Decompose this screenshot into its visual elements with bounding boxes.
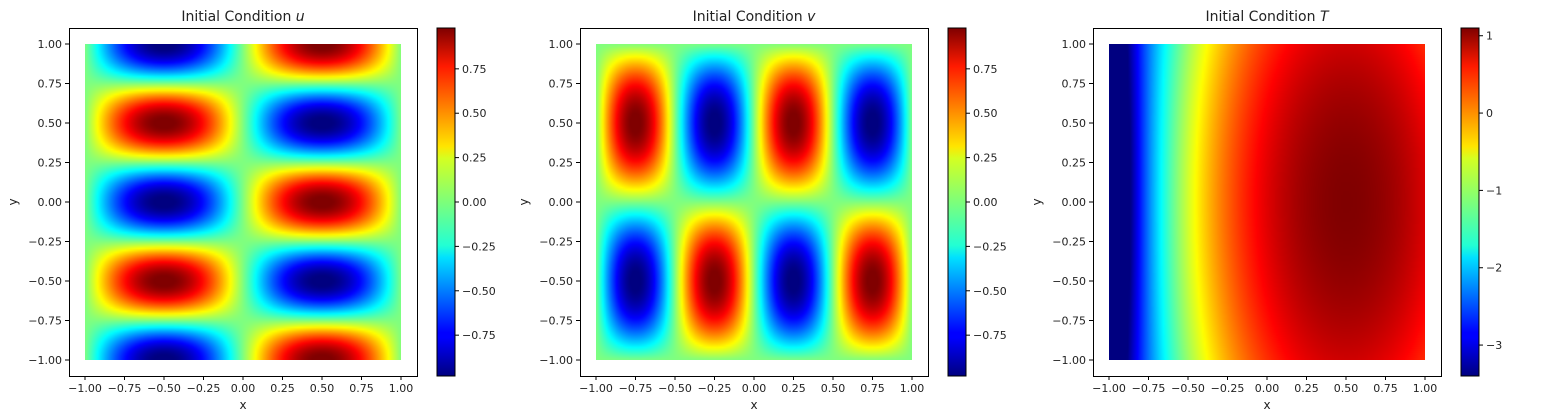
title-text: Initial Condition xyxy=(1205,9,1319,25)
chart-title: Initial Condition u xyxy=(181,9,304,25)
x-axis-label: x xyxy=(239,398,246,412)
y-tick-label: 0.00 xyxy=(1062,196,1087,209)
panel-T: −1.00 −0.75 −0.50 −0.25 0.00 0.25 0.50 0.75 1.00… xyxy=(1030,9,1502,412)
x-tick-label: 0.25 xyxy=(1294,382,1319,395)
title-variable: T xyxy=(1320,9,1330,25)
y-axis-label: y xyxy=(6,198,20,205)
heatmap-image xyxy=(85,44,401,360)
heatmap-image xyxy=(1109,44,1425,360)
heatmap-image xyxy=(596,44,912,360)
x-tick-label: 0.50 xyxy=(310,382,335,395)
x-tick-label: 1.00 xyxy=(389,382,414,395)
x-tick-label: 0.25 xyxy=(270,382,295,395)
colorbar-tick-label: −2 xyxy=(1486,262,1502,275)
y-tick-label: −0.50 xyxy=(1052,275,1086,288)
y-tick-label: −0.75 xyxy=(539,315,573,328)
y-tick-label: −0.50 xyxy=(28,275,62,288)
x-tick-label: −1.00 xyxy=(579,382,613,395)
colorbar-tick-label: 0.00 xyxy=(973,196,998,209)
colorbar-tick-label: 0.50 xyxy=(462,107,487,120)
x-tick-label: −0.50 xyxy=(1171,382,1205,395)
colorbar-tick-label: 0.75 xyxy=(462,63,487,76)
y-tick-label: 0.00 xyxy=(38,196,63,209)
y-tick-label: −0.75 xyxy=(1052,315,1086,328)
panel-v: −1.00 −0.75 −0.50 −0.25 0.00 0.25 0.50 0.75 1.00… xyxy=(517,9,1007,412)
colorbar-tick-label: 1 xyxy=(1486,30,1493,43)
x-tick-label: −1.00 xyxy=(68,382,102,395)
y-tick-label: 0.75 xyxy=(1062,78,1087,91)
x-tick-label: 0.75 xyxy=(349,382,374,395)
y-tick-label: −0.25 xyxy=(539,236,573,249)
colorbar-tick-label: 0.25 xyxy=(973,152,998,165)
y-tick-label: −0.25 xyxy=(1052,236,1086,249)
chart-title: Initial Condition v xyxy=(693,9,816,25)
y-tick-label: 0.50 xyxy=(1062,117,1087,130)
title-variable: v xyxy=(807,9,816,25)
y-tick-label: 0.50 xyxy=(38,117,63,130)
colorbar-tick-label: −0.25 xyxy=(973,240,1007,253)
y-tick-label: 0.50 xyxy=(549,117,574,130)
y-tick-label: 1.00 xyxy=(38,38,63,51)
colorbar-tick-label: 0 xyxy=(1486,107,1493,120)
colorbar-tick-label: 0.50 xyxy=(973,107,998,120)
x-tick-label: −0.75 xyxy=(1132,382,1166,395)
x-tick-label: 0.50 xyxy=(821,382,846,395)
colorbar-tick-label: −0.75 xyxy=(973,329,1007,342)
y-tick-label: −0.75 xyxy=(28,315,62,328)
colorbar-tick-label: 0.25 xyxy=(462,152,487,165)
chart-title: Initial Condition T xyxy=(1205,9,1329,25)
x-tick-label: −0.75 xyxy=(108,382,142,395)
x-tick-label: −0.25 xyxy=(187,382,221,395)
y-tick-label: 1.00 xyxy=(1062,38,1087,51)
y-axis-label: y xyxy=(517,198,531,205)
x-tick-label: 0.75 xyxy=(860,382,885,395)
colorbar-tick-label: −3 xyxy=(1486,339,1502,352)
y-axis-label: y xyxy=(1030,198,1044,205)
y-tick-label: −1.00 xyxy=(539,354,573,367)
colorbar-tick-label: −1 xyxy=(1486,184,1502,197)
x-tick-label: −1.00 xyxy=(1092,382,1126,395)
y-tick-label: 0.75 xyxy=(38,78,63,91)
colorbar-tick-label: −0.50 xyxy=(462,285,496,298)
y-tick-label: 0.25 xyxy=(1062,157,1087,170)
colorbar-tick-label: −0.25 xyxy=(462,240,496,253)
panel-u: −1.00 −0.75 −0.50 −0.25 0.00 0.25 0.50 0.75 1.00… xyxy=(6,9,496,412)
x-tick-label: −0.50 xyxy=(147,382,181,395)
title-text: Initial Condition xyxy=(693,9,807,25)
x-tick-label: 0.75 xyxy=(1373,382,1398,395)
y-tick-label: −0.25 xyxy=(28,236,62,249)
y-tick-label: 1.00 xyxy=(549,38,574,51)
y-tick-label: 0.25 xyxy=(38,157,63,170)
x-tick-label: 0.00 xyxy=(1255,382,1280,395)
x-axis-label: x xyxy=(1263,398,1270,412)
x-tick-label: −0.25 xyxy=(698,382,732,395)
x-tick-label: 0.50 xyxy=(1334,382,1359,395)
x-tick-label: −0.75 xyxy=(619,382,653,395)
colorbar-tick-label: 0.00 xyxy=(462,196,487,209)
y-tick-label: 0.00 xyxy=(549,196,574,209)
y-tick-label: 0.25 xyxy=(549,157,574,170)
colorbar-tick-label: 0.75 xyxy=(973,63,998,76)
colorbar-tick-label: −0.50 xyxy=(973,285,1007,298)
x-tick-label: 0.00 xyxy=(231,382,256,395)
x-axis-label: x xyxy=(750,398,757,412)
x-tick-label: −0.50 xyxy=(658,382,692,395)
y-tick-label: −1.00 xyxy=(28,354,62,367)
y-tick-label: −1.00 xyxy=(1052,354,1086,367)
colorbar-tick-label: −0.75 xyxy=(462,329,496,342)
x-tick-label: 0.00 xyxy=(742,382,767,395)
title-variable: u xyxy=(296,9,305,25)
x-tick-label: 1.00 xyxy=(900,382,925,395)
x-tick-label: −0.25 xyxy=(1211,382,1245,395)
x-tick-label: 1.00 xyxy=(1413,382,1438,395)
y-tick-label: −0.50 xyxy=(539,275,573,288)
y-tick-label: 0.75 xyxy=(549,78,574,91)
x-tick-label: 0.25 xyxy=(781,382,806,395)
colorbar xyxy=(947,27,967,377)
colorbar xyxy=(1460,27,1480,377)
colorbar xyxy=(436,27,456,377)
title-text: Initial Condition xyxy=(181,9,295,25)
